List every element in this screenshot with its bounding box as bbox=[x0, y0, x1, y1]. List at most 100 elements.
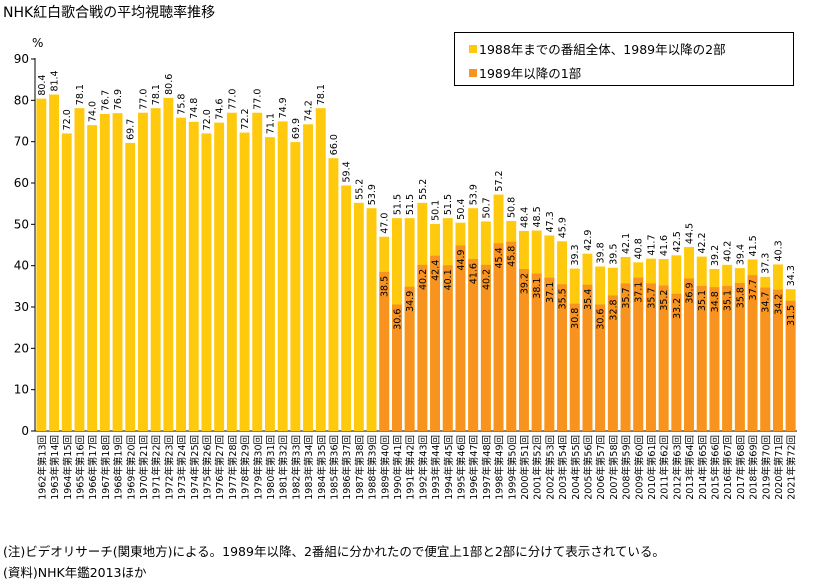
bar-part2 bbox=[290, 142, 301, 431]
data-label-part2: 37.3 bbox=[761, 253, 772, 274]
data-label-part1: 38.5 bbox=[380, 276, 391, 297]
x-tick-label: 2019年第70回 bbox=[760, 435, 772, 500]
data-label-part2: 81.4 bbox=[50, 70, 61, 91]
bar-part1 bbox=[480, 264, 491, 431]
data-label-part2: 72.2 bbox=[240, 108, 251, 129]
bar-part1 bbox=[493, 243, 504, 431]
y-tick-label: 70 bbox=[14, 135, 29, 149]
bar-part2 bbox=[214, 122, 225, 432]
data-label-part2: 74.9 bbox=[278, 97, 289, 118]
bar-part2 bbox=[188, 121, 199, 432]
data-label-part1: 31.5 bbox=[786, 305, 797, 326]
y-tick-label: 20 bbox=[14, 341, 29, 355]
data-label-part1: 30.6 bbox=[596, 309, 607, 330]
data-label-part2: 50.1 bbox=[431, 200, 442, 221]
bar-part1 bbox=[696, 285, 707, 431]
data-label-part2: 74.6 bbox=[215, 98, 226, 119]
legend-swatch-part2 bbox=[469, 45, 477, 53]
data-label-part1: 35.1 bbox=[697, 290, 708, 311]
data-label-part1: 35.5 bbox=[558, 288, 569, 309]
bar-part2 bbox=[252, 112, 263, 431]
x-tick-label: 1991年第42回 bbox=[405, 435, 417, 500]
data-label-part2: 51.5 bbox=[392, 194, 403, 215]
data-label-part2: 77.0 bbox=[138, 89, 149, 110]
y-tick-label: 50 bbox=[14, 217, 29, 231]
data-label-part2: 40.8 bbox=[634, 238, 645, 259]
data-label-part1: 34.2 bbox=[773, 294, 784, 315]
data-label-part2: 57.2 bbox=[494, 170, 505, 191]
data-label-part1: 34.8 bbox=[710, 291, 721, 312]
x-tick-label: 1992年第43回 bbox=[417, 435, 429, 500]
bar-part1 bbox=[518, 268, 529, 431]
data-label-part2: 74.0 bbox=[88, 101, 99, 122]
data-label-part2: 47.3 bbox=[545, 211, 556, 232]
data-label-part2: 50.4 bbox=[456, 199, 467, 220]
x-tick-label: 2006年第57回 bbox=[595, 435, 607, 500]
x-tick-label: 1997年第48回 bbox=[481, 435, 493, 500]
x-tick-label: 1981年第32回 bbox=[278, 435, 290, 500]
data-label-part2: 80.4 bbox=[37, 75, 48, 96]
data-label-part2: 69.7 bbox=[126, 119, 137, 140]
y-tick-label: 0 bbox=[21, 424, 29, 438]
bar-part2 bbox=[328, 158, 339, 431]
x-tick-label: 2012年第63回 bbox=[671, 435, 683, 500]
bar-part1 bbox=[760, 287, 771, 431]
x-tick-label: 2015年第66回 bbox=[709, 435, 721, 500]
x-tick-label: 1989年第40回 bbox=[379, 435, 391, 500]
chart-legend: 1988年までの番組全体、1989年以降の2部 1989年以降の1部 bbox=[454, 32, 794, 86]
bar-part2 bbox=[112, 113, 123, 431]
data-label-part1: 40.2 bbox=[418, 269, 429, 290]
y-tick-label: 10 bbox=[14, 383, 29, 397]
data-label-part1: 40.2 bbox=[481, 269, 492, 290]
data-label-part1: 45.4 bbox=[494, 247, 505, 268]
chart-title: NHK紅白歌合戦の平均視聴率推移 bbox=[3, 5, 216, 21]
x-tick-label: 1996年第47回 bbox=[468, 435, 480, 500]
data-label-part2: 72.0 bbox=[202, 109, 213, 130]
data-label-part2: 55.2 bbox=[354, 179, 365, 200]
x-tick-label: 1979年第30回 bbox=[252, 435, 264, 500]
bar-part2 bbox=[163, 97, 174, 431]
bar-part2 bbox=[99, 113, 110, 432]
x-tick-label: 1971年第22回 bbox=[151, 435, 163, 500]
y-axis-unit-label: % bbox=[32, 36, 43, 50]
legend-item-part2: 1988年までの番組全体、1989年以降の2部 bbox=[469, 39, 726, 58]
bar-part1 bbox=[391, 304, 402, 431]
data-label-part2: 76.9 bbox=[113, 89, 124, 110]
bar-part1 bbox=[747, 275, 758, 431]
bar-part1 bbox=[404, 286, 415, 431]
x-tick-label: 1998年第49回 bbox=[494, 435, 506, 500]
x-tick-label: 1976年第27回 bbox=[214, 435, 226, 500]
y-tick-label: 40 bbox=[14, 259, 29, 273]
data-label-part2: 76.7 bbox=[100, 90, 111, 111]
x-tick-label: 1962年第13回 bbox=[36, 435, 48, 500]
y-tick-label: 90 bbox=[14, 52, 29, 66]
x-tick-label: 1993年第44回 bbox=[430, 435, 442, 500]
bar-part1 bbox=[430, 255, 441, 431]
x-tick-label: 2011年第62回 bbox=[659, 435, 671, 500]
x-tick-label: 1967年第18回 bbox=[100, 435, 112, 500]
data-label-part1: 37.1 bbox=[634, 282, 645, 303]
x-tick-label: 2003年第54回 bbox=[557, 435, 569, 500]
data-label-part1: 41.6 bbox=[469, 263, 480, 284]
data-label-part1: 37.1 bbox=[545, 282, 556, 303]
x-tick-label: 1983年第34回 bbox=[303, 435, 315, 500]
legend-swatch-part1 bbox=[469, 69, 477, 77]
data-label-part1: 30.6 bbox=[392, 309, 403, 330]
bar-part1 bbox=[455, 245, 466, 431]
data-label-part1: 34.7 bbox=[761, 292, 772, 313]
data-label-part2: 42.5 bbox=[672, 231, 683, 252]
x-tick-label: 1973年第24回 bbox=[176, 435, 188, 500]
data-label-part2: 53.9 bbox=[367, 184, 378, 205]
data-label-part2: 50.8 bbox=[507, 197, 518, 218]
x-tick-label: 1988年第39回 bbox=[367, 435, 379, 500]
x-tick-label: 2009年第60回 bbox=[633, 435, 645, 500]
bar-part1 bbox=[633, 277, 644, 431]
y-tick-label: 60 bbox=[14, 176, 29, 190]
bar-part2 bbox=[125, 142, 136, 431]
data-label-part2: 48.5 bbox=[532, 206, 543, 227]
data-label-part1: 33.2 bbox=[672, 298, 683, 319]
bar-part1 bbox=[772, 289, 783, 431]
x-tick-label: 2016年第67回 bbox=[722, 435, 734, 500]
data-label-part2: 78.1 bbox=[75, 84, 86, 105]
data-label-part1: 38.1 bbox=[532, 278, 543, 299]
